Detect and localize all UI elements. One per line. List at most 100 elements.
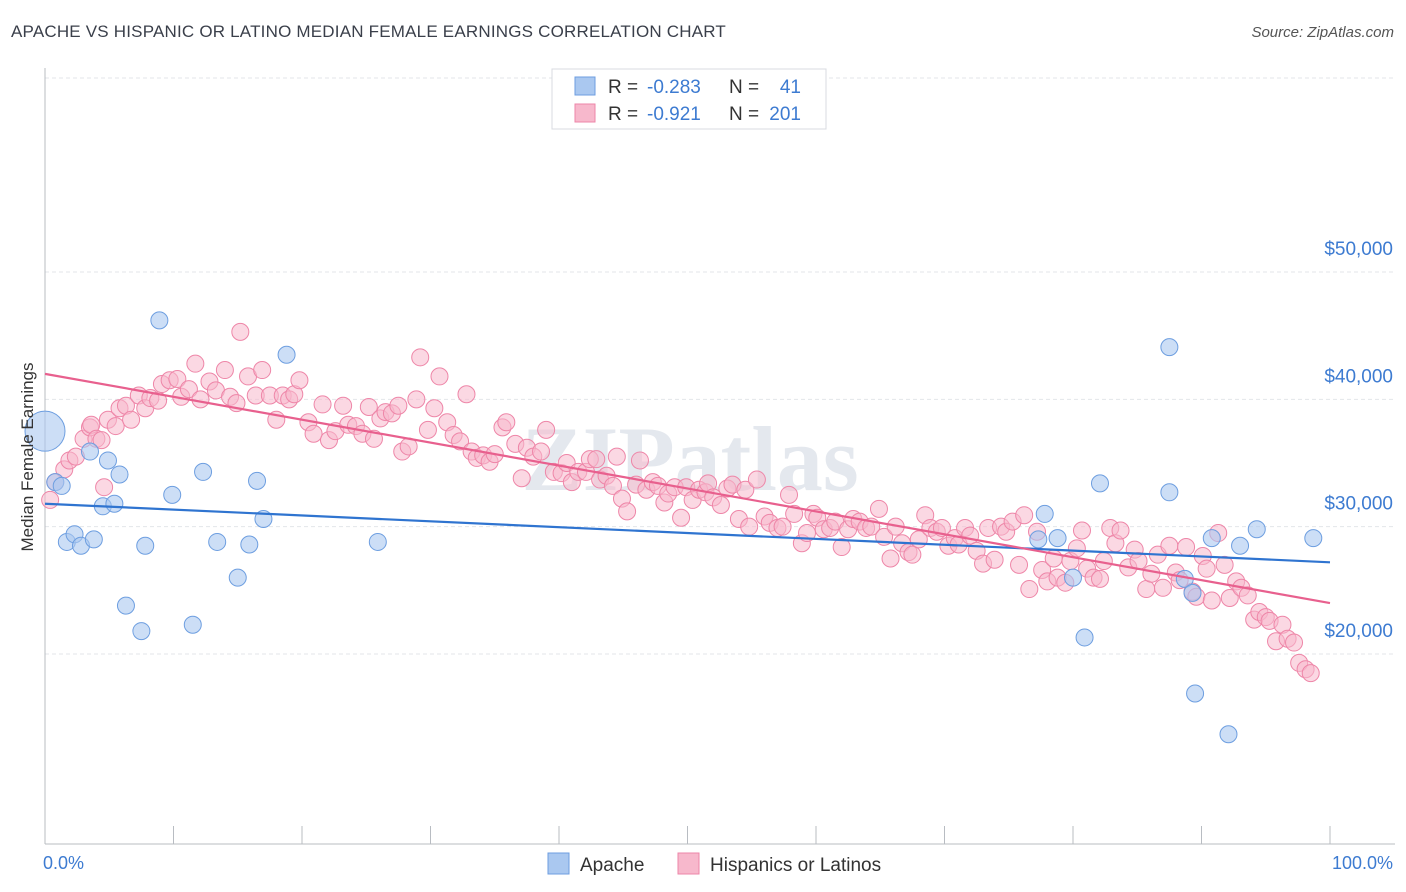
apache-point <box>1231 536 1250 555</box>
legend-hispanic-swatch <box>574 103 596 123</box>
hispanic-point <box>41 490 60 509</box>
hispanic-point <box>711 496 730 515</box>
hispanic-point <box>92 431 111 450</box>
legend-apache-r-value: -0.283 <box>647 77 701 98</box>
hispanic-point <box>359 397 378 416</box>
gridlines <box>45 77 1395 655</box>
apache-point <box>1247 520 1266 539</box>
apache-point <box>1090 474 1109 493</box>
apache-point <box>240 535 259 554</box>
apache-point <box>116 596 135 615</box>
legend-hispanic-r-label: R = <box>608 104 638 125</box>
correlation-legend: R = -0.283 N = 41 R = -0.921 N = 201 <box>551 68 827 130</box>
hispanic-point <box>334 396 353 415</box>
legend-apache-swatch <box>574 76 596 96</box>
series-legend: Apache Hispanics or Latinos <box>547 852 881 876</box>
apache-point <box>1160 338 1179 357</box>
apache-point <box>248 471 267 490</box>
hispanic-point <box>780 485 799 504</box>
apache-point <box>368 532 387 551</box>
hispanic-point <box>1285 633 1304 652</box>
trendlines <box>44 372 1331 605</box>
hispanic-point <box>881 549 900 568</box>
hispanic-point <box>407 390 426 409</box>
hispanic-point <box>1215 555 1234 574</box>
hispanic-point <box>457 385 476 404</box>
hispanic-point <box>1142 564 1161 583</box>
apache-point <box>183 615 202 634</box>
apache-point <box>1035 504 1054 523</box>
hispanic-point <box>869 499 888 518</box>
hispanic-point <box>430 367 449 386</box>
apache-point <box>150 311 169 330</box>
apache-point <box>98 451 117 470</box>
hispanic-point <box>95 478 114 497</box>
apache-point <box>228 568 247 587</box>
hispanic-point <box>532 442 551 461</box>
hispanic-point <box>537 420 556 439</box>
apache-point <box>1029 530 1048 549</box>
apache-point <box>1160 483 1179 502</box>
hispanic-point <box>215 361 234 380</box>
hispanic-point <box>451 432 470 451</box>
hispanic-point <box>1020 580 1039 599</box>
hispanic-point <box>186 354 205 373</box>
hispanic-trendline <box>44 372 1331 605</box>
hispanic-point <box>1137 580 1156 599</box>
hispanic-point <box>122 410 141 429</box>
legend-hispanic-r-value: -0.921 <box>647 104 701 125</box>
y-tick-label: $50,000 <box>1324 239 1393 260</box>
legend-bottom-apache-swatch <box>547 852 570 875</box>
source-label: Source: ZipAtlas.com <box>1251 24 1394 41</box>
y-axis-label: Median Female Earnings <box>18 363 37 552</box>
apache-point <box>1186 684 1205 703</box>
legend-apache-n-value: 41 <box>780 77 801 98</box>
hispanic-point <box>618 502 637 521</box>
hispanic-point <box>304 424 323 443</box>
hispanic-point <box>418 420 437 439</box>
hispanic-point <box>1220 588 1239 607</box>
hispanic-point <box>411 348 430 367</box>
apache-point <box>194 462 213 481</box>
apache-points <box>24 311 1323 744</box>
apache-point <box>163 485 182 504</box>
legend-hispanic-n-value: 201 <box>769 104 801 125</box>
hispanic-point <box>603 476 622 495</box>
hispanic-point <box>364 429 383 448</box>
apache-point <box>84 530 103 549</box>
y-tick-label: $40,000 <box>1324 366 1393 387</box>
legend-bottom-hispanic-swatch <box>677 852 700 875</box>
y-tick-label: $30,000 <box>1324 494 1393 515</box>
hispanic-point <box>1238 586 1257 605</box>
hispanic-point <box>961 526 980 545</box>
hispanic-point <box>253 361 272 380</box>
hispanic-point <box>1177 538 1196 557</box>
legend-bottom-hispanic-label: Hispanics or Latinos <box>710 855 881 876</box>
hispanic-point <box>1202 591 1221 610</box>
hispanic-point <box>191 390 210 409</box>
x-tick-label-max: 100.0% <box>1332 853 1393 873</box>
hispanic-point <box>1067 539 1086 558</box>
hispanic-point <box>1153 578 1172 597</box>
hispanic-point <box>607 447 626 466</box>
apache-point <box>1304 529 1323 548</box>
chart-title: APACHE VS HISPANIC OR LATINO MEDIAN FEMA… <box>11 22 727 41</box>
legend-apache-r-label: R = <box>608 77 638 98</box>
hispanic-point <box>168 369 187 388</box>
apache-point <box>208 532 227 551</box>
hispanic-point <box>512 469 531 488</box>
hispanic-point <box>672 508 691 527</box>
apache-point <box>80 442 99 461</box>
x-tick-label-min: 0.0% <box>43 853 84 873</box>
hispanic-point <box>832 538 851 557</box>
legend-hispanic-n-label: N = <box>729 104 759 125</box>
hispanic-point <box>1015 506 1034 525</box>
apache-point <box>105 494 124 513</box>
apache-point <box>277 345 296 364</box>
hispanic-point <box>290 371 309 390</box>
hispanic-point <box>773 517 792 536</box>
hispanic-point <box>389 396 408 415</box>
apache-point <box>52 476 71 495</box>
hispanic-point <box>785 504 804 523</box>
